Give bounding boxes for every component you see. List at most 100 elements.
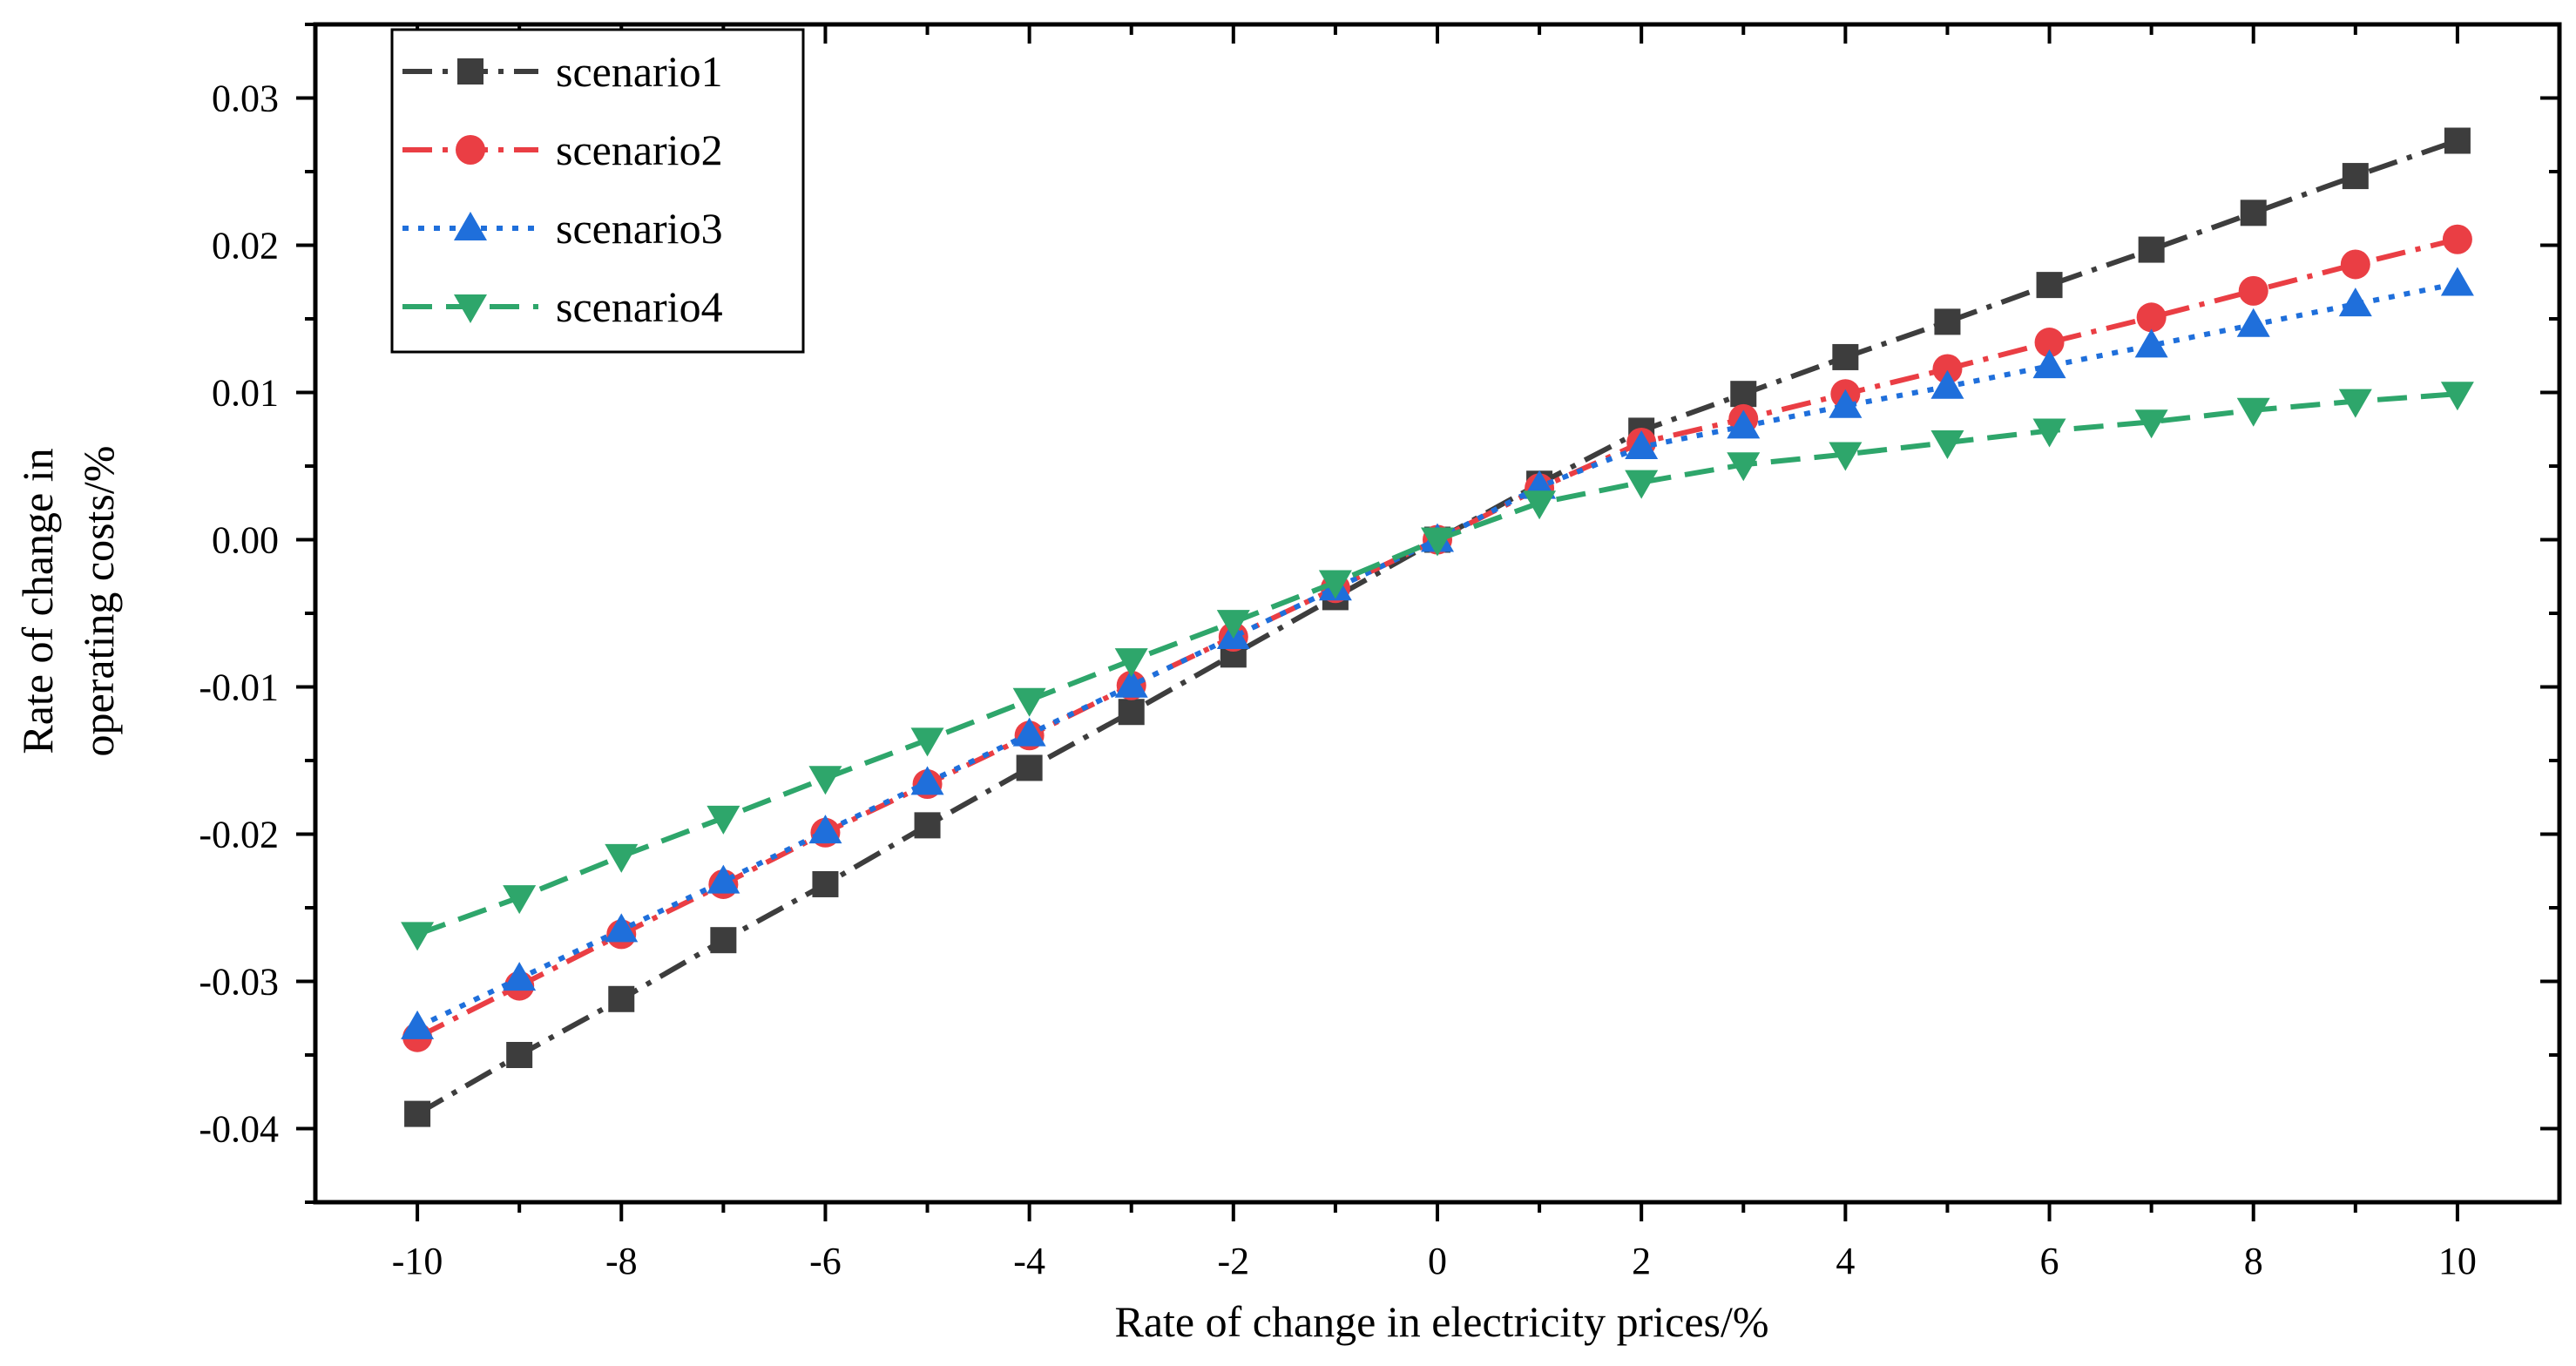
plot-area-frame [313,22,2562,1205]
scenario4-point [1625,470,1659,499]
scenario1-point [1832,343,1859,370]
scenario1-point [710,927,737,954]
scenario1-point [914,812,941,839]
legend-marker [454,294,487,323]
scenario4-point [1216,610,1250,639]
scenario3-point [1114,668,1148,698]
legend-marker [454,212,487,240]
scenario4-point [1421,527,1454,557]
y-axis-title-line2: operating costs/% [74,446,123,757]
y-tick-label: -0.03 [199,961,279,1004]
y-axis-title-line1: Rate of change in [13,448,62,754]
scenario3-point [605,913,639,943]
scenario4-point [1930,429,1964,459]
scenario1-point [1934,308,1961,335]
scenario1-point [2240,199,2267,227]
y-tick-label: 0.01 [212,372,279,415]
series-scenario4 [401,382,2474,951]
scenario3-point [401,1010,435,1039]
scenario2-point [2442,224,2472,254]
scenario1-point [404,1100,431,1127]
legend-marker [457,58,483,85]
scenario3-point [910,766,944,795]
scenario4-point [1727,452,1761,482]
scenario1-point [812,870,839,897]
legend-label: scenario2 [556,125,723,174]
x-axis-title: Rate of change in electricity prices/% [1114,1297,1768,1346]
scenario1-line [416,138,2458,1117]
scenario4-point [2032,418,2066,448]
scenario4-point [2338,389,2372,418]
scenario2-point [2238,275,2268,306]
legend-item-scenario3: scenario3 [402,204,723,253]
scenario1-point [2036,272,2063,299]
tick-labels: -10 -8 -6 -4 -2 0 2 4 6 8 10 -0.04 -0.03 -0.02 -0.01 0.… [199,78,2477,1283]
x-tick-label: 0 [1428,1240,1447,1282]
legend-item-scenario2: scenario2 [402,125,723,174]
scenario1-point [1016,754,1043,781]
scenario4-point [503,885,537,915]
scenario3-line [416,281,2458,1030]
scenario3-point [2032,349,2066,379]
scenario4-point [605,843,639,873]
x-tick-label: 4 [1836,1240,1855,1282]
y-tick-label: -0.01 [199,666,279,709]
legend-label: scenario1 [556,47,723,96]
scenario4-point [1523,490,1557,520]
series-layer [401,127,2474,1127]
y-tick-label: 0.02 [212,225,279,267]
scenario1-point [2444,127,2471,154]
scenario1-point [1730,381,1757,408]
scenario3-point [2440,267,2474,296]
y-tick-label: -0.02 [199,814,279,856]
scenario4-point [1012,687,1046,717]
scenario4-point [2236,397,2270,427]
scenario1-point [608,985,635,1012]
scenario2-line [416,236,2458,1040]
scenario3-point [808,815,842,844]
scenario3-point [2338,287,2372,317]
scenario1-point [2342,163,2369,190]
x-tick-label: -4 [1013,1240,1045,1282]
y-tick-label: 0.03 [212,78,279,120]
x-tick-label: 2 [1632,1240,1651,1282]
scenario4-point [1114,648,1148,678]
series-scenario3 [401,267,2474,1039]
scenario2-point [2136,302,2167,333]
series-scenario1 [404,127,2471,1127]
scenario4-point [2134,409,2168,439]
scenario3-point [1930,369,1964,399]
scenario4-point [1318,570,1352,599]
scenario3-point [1727,409,1761,439]
legend: scenario1 scenario2 scenario3 scenario4 [390,28,805,354]
scenario4-point [808,766,842,795]
scenario3-point [2236,308,2270,337]
legend-marker [456,135,485,165]
scenario1-point [506,1042,533,1068]
scenario1-point [1118,699,1145,726]
legend-label: scenario4 [556,282,723,331]
x-tick-label: 10 [2438,1240,2477,1282]
x-tick-label: -2 [1217,1240,1249,1282]
scenario2-point [1932,354,1963,384]
scenario3-point [1829,389,1863,418]
x-tick-label: -6 [809,1240,842,1282]
scenario4-line [416,391,2458,937]
y-tick-label: 0.00 [212,519,279,562]
y-tick-label: -0.04 [199,1108,279,1151]
scenario3-point [1625,430,1659,460]
x-tick-label: -10 [392,1240,443,1282]
x-tick-label: 8 [2244,1240,2263,1282]
scenario3-point [707,864,740,894]
scenario4-point [910,727,944,757]
legend-label: scenario3 [556,204,723,253]
legend-item-scenario1: scenario1 [402,47,723,96]
scenario3-point [2134,328,2168,358]
scenario4-point [707,805,740,835]
scenario1-point [2138,236,2165,263]
x-tick-label: -8 [605,1240,638,1282]
scenario3-point [1012,717,1046,747]
scenario4-point [2440,382,2474,411]
scenario3-point [503,962,537,991]
